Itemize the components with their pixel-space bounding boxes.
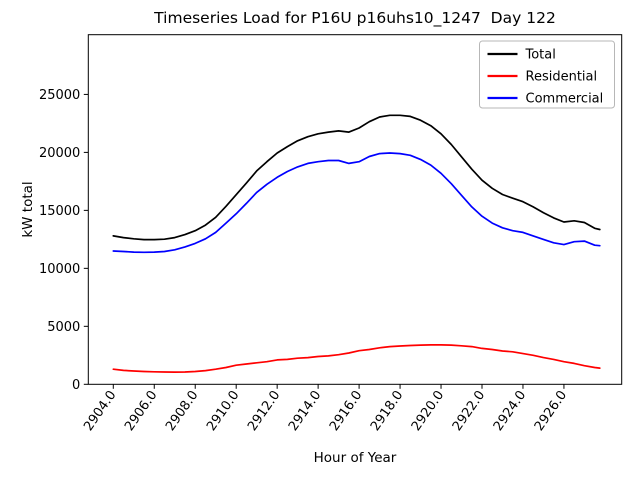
x-tick-label: 2912.0 (245, 388, 283, 434)
chart-title: Timeseries Load for P16U p16uhs10_1247 D… (153, 9, 556, 28)
x-tick-label: 2918.0 (368, 388, 406, 434)
x-axis-label: Hour of Year (314, 450, 397, 466)
y-axis-label: kW total (20, 181, 36, 237)
x-tick-label: 2926.0 (532, 388, 570, 434)
y-tick-label: 10000 (39, 262, 80, 277)
x-tick-label: 2904.0 (81, 388, 119, 434)
y-tick-label: 0 (72, 378, 80, 393)
legend: Total Residential Commercial (479, 40, 615, 109)
series-lines (112, 114, 601, 373)
y-tick-label: 20000 (39, 146, 80, 161)
y-tick-label: 5000 (47, 320, 80, 335)
series-line-commercial (112, 152, 601, 254)
series-line-residential (112, 344, 601, 373)
x-tick-label: 2924.0 (491, 388, 529, 434)
x-tick-label: 2920.0 (409, 388, 447, 434)
y-tick-label: 25000 (39, 88, 80, 103)
series-line-total (112, 114, 601, 241)
x-tick-label: 2914.0 (286, 388, 324, 434)
x-tick-label: 2916.0 (327, 388, 365, 434)
legend-label-commercial: Commercial (526, 92, 604, 107)
legend-label-residential: Residential (526, 70, 598, 85)
plot-border (87, 34, 623, 385)
y-axis-ticks: 0 5000 10000 15000 20000 25000 (39, 88, 89, 393)
x-tick-label: 2906.0 (122, 388, 160, 434)
legend-label-total: Total (525, 48, 556, 63)
x-tick-label: 2910.0 (204, 388, 242, 434)
x-tick-label: 2922.0 (450, 388, 488, 434)
legend-box (479, 40, 615, 109)
y-tick-label: 15000 (39, 204, 80, 219)
x-axis-ticks: 2904.0 2906.0 2908.0 2910.0 2912.0 2914.0 2916… (81, 384, 570, 434)
x-tick-label: 2908.0 (163, 388, 201, 434)
